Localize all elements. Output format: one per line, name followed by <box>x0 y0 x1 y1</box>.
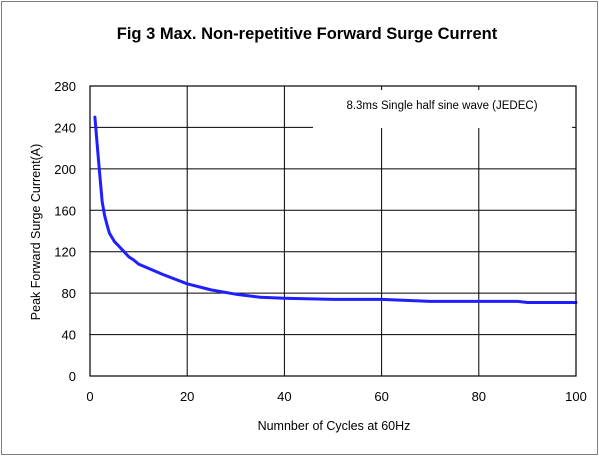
surge-current-series-line <box>93 115 578 304</box>
chart-title: Fig 3 Max. Non-repetitive Forward Surge … <box>117 25 498 43</box>
y-axis-label: Peak Forward Surge Current(A) <box>29 144 43 320</box>
y-tick-label-40: 40 <box>62 328 76 343</box>
x-tick-labels: 0 20 40 60 80 100 <box>86 389 586 404</box>
y-tick-label-80: 80 <box>62 286 76 301</box>
x-axis-label: Numnber of Cycles at 60Hz <box>258 419 411 433</box>
x-tick-label-40: 40 <box>277 389 291 404</box>
y-tick-label-160: 160 <box>54 203 76 218</box>
x-tick-label-100: 100 <box>565 389 587 404</box>
y-tick-label-0: 0 <box>69 369 76 384</box>
x-tick-label-20: 20 <box>180 389 194 404</box>
plot-area: 8.3ms Single half sine wave (JEDEC) <box>89 85 578 377</box>
x-tick-label-0: 0 <box>86 389 93 404</box>
plot-background <box>90 86 576 376</box>
plot-border <box>89 85 577 377</box>
annotation-background <box>313 90 572 128</box>
y-tick-label-200: 200 <box>54 162 76 177</box>
x-tick-label-60: 60 <box>374 389 388 404</box>
y-tick-label-120: 120 <box>54 245 76 260</box>
y-tick-labels: 0 40 80 120 160 200 240 280 <box>54 79 76 384</box>
y-tick-label-280: 280 <box>54 79 76 94</box>
y-tick-label-240: 240 <box>54 120 76 135</box>
annotation-text: 8.3ms Single half sine wave (JEDEC) <box>346 100 537 112</box>
x-tick-label-80: 80 <box>472 389 486 404</box>
